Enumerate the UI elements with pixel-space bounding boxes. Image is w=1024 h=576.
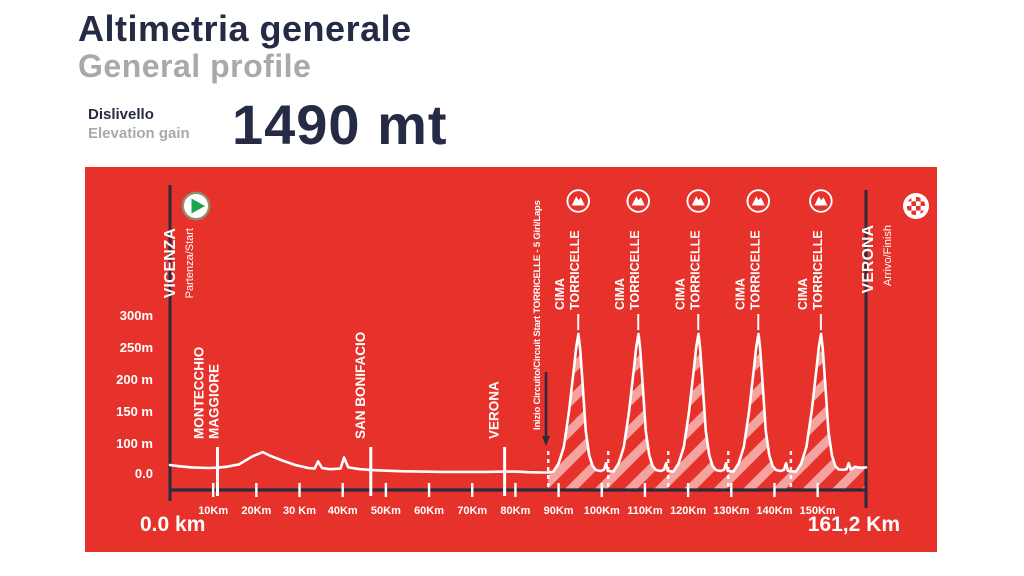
y-tick-label: 200 m — [116, 372, 153, 387]
circuit-hatch-area — [548, 333, 866, 490]
x-tick-label: 130Km — [713, 505, 749, 517]
page-title: Altimetria generale — [78, 8, 412, 49]
y-tick-label: 100 m — [116, 436, 153, 451]
peak-label: CIMA — [553, 278, 567, 310]
elevation-gain-label-it: Dislivello — [88, 106, 154, 123]
x-tick-label: 120Km — [670, 505, 706, 517]
elevation-gain-label-en: Elevation gain — [88, 125, 190, 142]
profile-line — [168, 332, 868, 474]
peak-label: CIMA — [733, 278, 747, 310]
finish-name-label: VERONA — [860, 225, 877, 294]
town-label: VERONA — [487, 381, 502, 439]
finish-checkered-flag-icon — [903, 193, 929, 219]
page-subtitle: General profile — [78, 48, 312, 84]
y-tick-label: 0.0 — [135, 466, 153, 481]
mountain-icon — [566, 189, 590, 213]
town-label: MAGGIORE — [206, 364, 221, 439]
y-tick-label: 300m — [120, 308, 153, 323]
elevation-gain-value: 1490 mt — [232, 93, 448, 156]
mountain-icon — [809, 189, 833, 213]
peak-label: CIMA — [796, 278, 810, 310]
peak-label: TORRICELLE — [811, 230, 825, 310]
start-distance-label: 0.0 km — [140, 513, 205, 536]
mountain-icon — [746, 189, 771, 213]
peak-label: TORRICELLE — [628, 230, 642, 310]
circuit-start-label: Inizio Circuito/Circuit Start TORRICELLE… — [532, 200, 543, 430]
peak-label: CIMA — [673, 278, 687, 310]
mountain-icon — [686, 189, 711, 213]
town-label: MONTECCHIO — [191, 347, 206, 439]
peak-label: TORRICELLE — [568, 230, 582, 310]
x-tick-label: 40Km — [328, 505, 358, 517]
x-tick-label: 150Km — [800, 505, 836, 517]
profile-panel: 10Km 20Km 30 Km 40Km 50Km 60Km 70Km 80Km 90Km 100… — [85, 167, 937, 552]
x-tick-label: 70Km — [457, 505, 487, 517]
town-label: SAN BONIFACIO — [353, 332, 368, 439]
x-tick-label: 50Km — [371, 505, 401, 517]
peak-label: TORRICELLE — [748, 230, 762, 310]
x-tick-label: 90Km — [544, 505, 574, 517]
start-play-icon — [181, 191, 211, 221]
start-sub-label: Partenza/Start — [184, 228, 196, 298]
finish-distance-label: 161,2 Km — [808, 513, 900, 536]
x-tick-label: 140Km — [756, 505, 792, 517]
mountain-icon — [626, 189, 650, 213]
y-tick-label: 250m — [120, 340, 153, 355]
x-tick-label: 10Km — [198, 505, 228, 517]
peak-label: TORRICELLE — [688, 230, 702, 310]
y-tick-label: 150 m — [116, 404, 153, 419]
finish-sub-label: Arrivo/Finish — [882, 225, 894, 286]
start-name-label: VICENZA — [162, 228, 179, 299]
elevation-chart: 10Km 20Km 30 Km 40Km 50Km 60Km 70Km 80Km 90Km 100… — [116, 185, 929, 536]
x-tick-label: 30 Km — [283, 505, 316, 517]
x-tick-label: 60Km — [414, 505, 444, 517]
x-tick-label: 110Km — [627, 505, 663, 517]
circuit-start-arrowhead — [542, 436, 550, 446]
x-tick-label: 80Km — [500, 505, 530, 517]
peak-label: CIMA — [613, 278, 627, 310]
x-tick-label: 20Km — [241, 505, 271, 517]
x-tick-label: 100Km — [584, 505, 620, 517]
